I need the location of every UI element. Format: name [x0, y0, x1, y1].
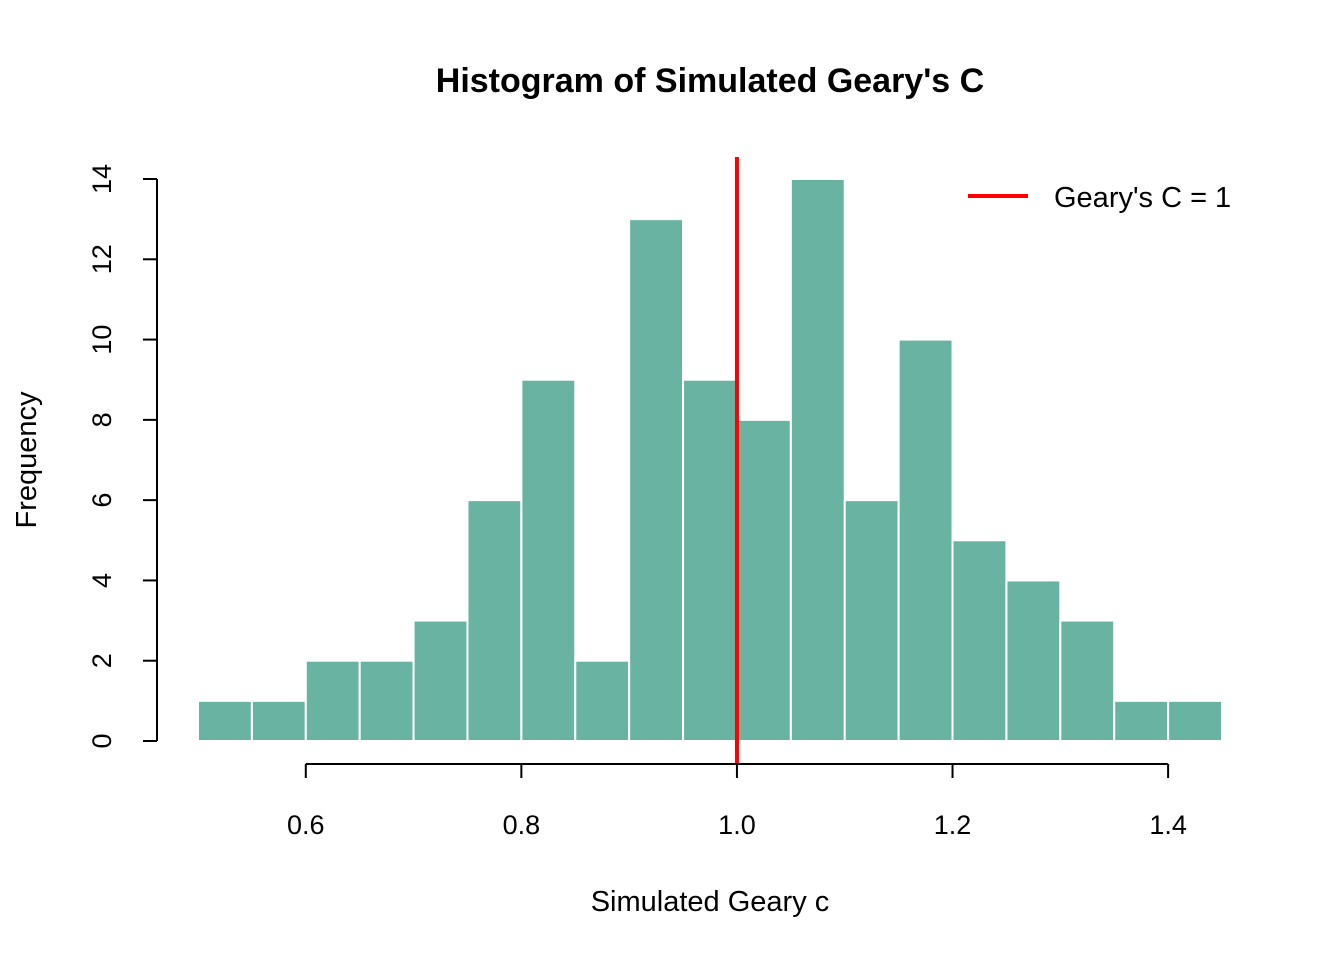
- histogram-bar: [574, 659, 631, 743]
- histogram-bar: [735, 418, 792, 742]
- x-axis-label: Simulated Geary c: [591, 886, 830, 918]
- x-tick-label: 0.8: [503, 810, 541, 840]
- y-axis: 0 2 4 6 8 10 12 14: [87, 164, 158, 749]
- histogram-bar: [843, 499, 900, 742]
- histogram-bar: [520, 378, 577, 742]
- y-tick-label: 6: [87, 493, 117, 508]
- y-tick-label: 4: [87, 573, 117, 588]
- legend: Geary's C = 1: [968, 182, 1231, 214]
- x-tick-label: 1.0: [718, 810, 756, 840]
- histogram-bar: [789, 178, 846, 742]
- y-tick-label: 10: [87, 325, 117, 355]
- histogram-bar: [1167, 699, 1223, 742]
- x-tick-label: 0.6: [287, 810, 325, 840]
- chart-title: Histogram of Simulated Geary's C: [436, 62, 984, 100]
- y-tick-label: 2: [87, 653, 117, 668]
- histogram-bar: [1059, 619, 1116, 742]
- legend-label: Geary's C = 1: [1054, 182, 1231, 214]
- histogram-bar: [304, 659, 361, 743]
- x-tick-label: 1.2: [934, 810, 972, 840]
- histogram-bar: [466, 499, 523, 742]
- x-tick-label: 1.4: [1149, 810, 1187, 840]
- y-tick-label: 8: [87, 412, 117, 427]
- bars-group: [197, 178, 1223, 743]
- histogram-bar: [197, 699, 253, 742]
- histogram-bar: [628, 218, 685, 742]
- histogram-bar: [1005, 579, 1062, 743]
- y-tick-label: 14: [87, 164, 117, 194]
- y-tick-label: 0: [87, 733, 117, 748]
- histogram-bar: [1113, 699, 1170, 742]
- y-axis-label: Frequency: [11, 391, 43, 529]
- y-tick-label: 12: [87, 244, 117, 274]
- histogram-bar: [412, 619, 469, 742]
- histogram-bar: [358, 659, 415, 743]
- x-axis: 0.6 0.8 1.0 1.2 1.4: [287, 763, 1187, 840]
- histogram-bar: [951, 539, 1008, 742]
- histogram-bar: [897, 338, 954, 742]
- histogram-bar: [682, 378, 738, 742]
- histogram-bar: [250, 699, 307, 742]
